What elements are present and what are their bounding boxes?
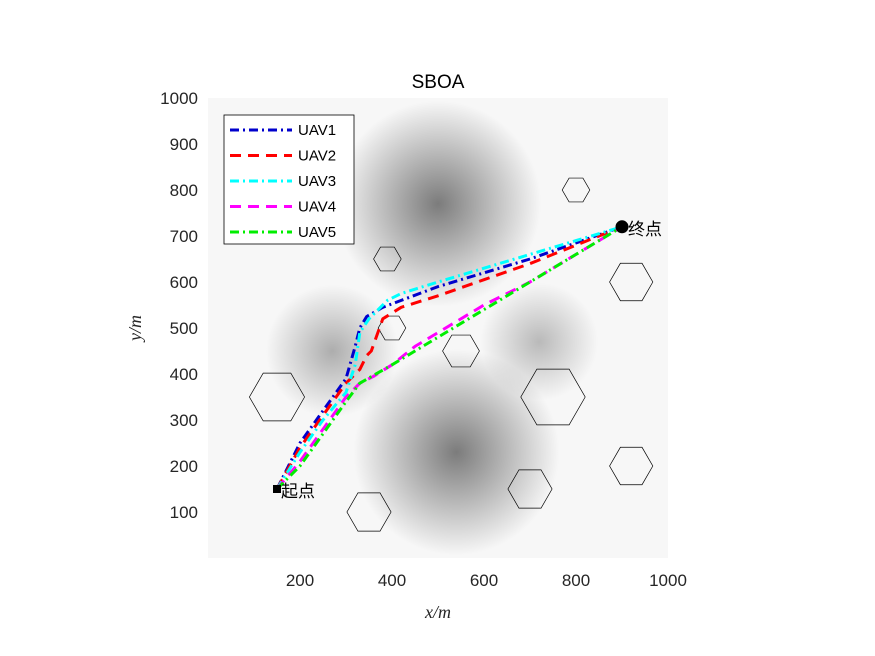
- obstacle-hexagon: [377, 315, 407, 341]
- obstacle-hexagon: [520, 368, 586, 426]
- threat-peak: [353, 349, 560, 556]
- end-marker: [615, 220, 629, 234]
- uav-path-layer: [275, 225, 623, 491]
- legend-label-uav2: UAV2: [298, 148, 336, 165]
- obstacle-hexagon: [561, 177, 591, 203]
- x-tick-label: 800: [562, 571, 590, 590]
- y-tick-label: 700: [170, 227, 198, 246]
- threat-peak: [265, 284, 399, 418]
- obstacle-hexagon: [609, 262, 654, 302]
- path-uav1: [275, 225, 623, 490]
- obstacle-hexagon: [609, 446, 654, 486]
- y-tick-label: 400: [170, 365, 198, 384]
- x-axis-label: x/m: [424, 602, 451, 622]
- y-tick-label: 600: [170, 273, 198, 292]
- threat-peak: [480, 282, 599, 401]
- legend: UAV1 UAV2 UAV3 UAV4 UAV5: [223, 114, 355, 245]
- start-marker: [273, 485, 281, 493]
- obstacle-hexagon: [442, 334, 480, 368]
- threat-heatmap: [265, 100, 599, 556]
- path-uav5: [275, 225, 623, 491]
- x-tick-label: 200: [286, 571, 314, 590]
- x-tick-layer: 200 400 600 800 1000: [286, 571, 687, 590]
- y-tick-label: 900: [170, 135, 198, 154]
- legend-label-uav5: UAV5: [298, 224, 336, 241]
- y-tick-label: 300: [170, 411, 198, 430]
- y-tick-label: 500: [170, 319, 198, 338]
- path-uav3: [275, 225, 623, 490]
- legend-label-uav4: UAV4: [298, 199, 336, 216]
- x-tick-label: 600: [470, 571, 498, 590]
- obstacle-hexagon: [346, 492, 392, 532]
- y-tick-label: 1000: [160, 89, 198, 108]
- y-tick-label: 100: [170, 503, 198, 522]
- legend-label-uav3: UAV3: [298, 173, 336, 190]
- legend-label-uav1: UAV1: [298, 122, 336, 139]
- end-label: 终点: [628, 220, 662, 240]
- path-uav2: [275, 225, 623, 490]
- chart-title: SBOA: [412, 72, 465, 93]
- marker-layer: 起点 终点: [273, 220, 662, 502]
- obstacle-hexagon: [373, 246, 402, 272]
- obstacle-layer: [248, 177, 654, 532]
- start-label: 起点: [281, 482, 315, 502]
- x-tick-label: 1000: [649, 571, 687, 590]
- x-tick-label: 400: [378, 571, 406, 590]
- threat-peak: [334, 100, 542, 307]
- y-tick-layer: 100 200 300 400 500 600 700 800 900 1000: [160, 89, 198, 522]
- obstacle-hexagon: [248, 372, 306, 422]
- y-axis-label: y/m: [125, 315, 145, 343]
- obstacle-hexagon: [507, 469, 553, 509]
- y-tick-label: 200: [170, 457, 198, 476]
- y-tick-label: 800: [170, 181, 198, 200]
